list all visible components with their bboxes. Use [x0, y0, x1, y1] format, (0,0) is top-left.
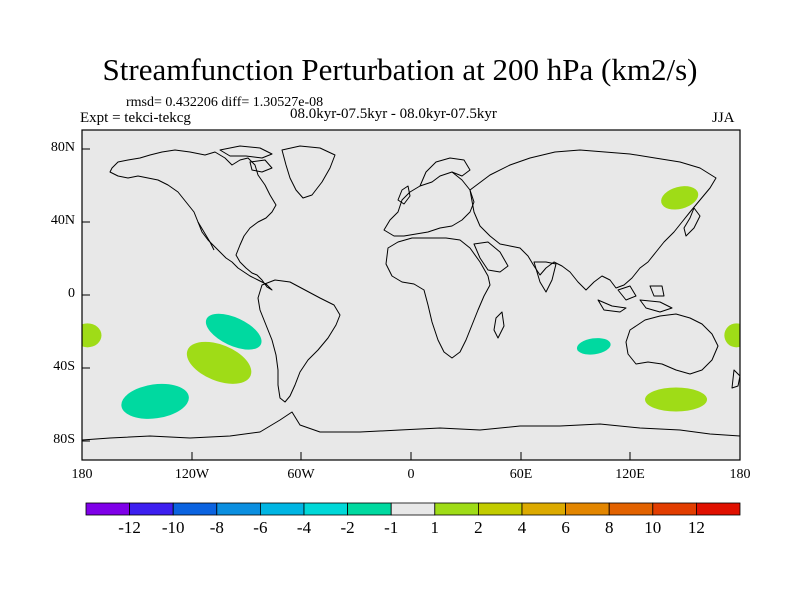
period-label: 08.0kyr-07.5kyr - 08.0kyr-07.5kyr [290, 106, 497, 122]
colorbar-swatch [652, 502, 697, 516]
coast-california-baja [197, 221, 215, 251]
coast-south-america [257, 279, 341, 403]
colorbar-swatch [521, 502, 566, 516]
coast-india [533, 261, 557, 293]
negative-anomaly-patch [121, 383, 189, 419]
coast-greenland [281, 145, 336, 199]
colorbar-swatch [390, 502, 436, 516]
colorbar-label: -2 [340, 518, 355, 537]
coast-indonesia [597, 285, 673, 313]
colorbar-label: 1 [430, 518, 440, 537]
colorbar-swatch [85, 502, 130, 516]
colorbar-swatch [129, 502, 174, 516]
colorbar-label: -10 [161, 518, 185, 537]
lon-tick-180w: 180 [71, 467, 93, 482]
colorbar-label: -8 [209, 518, 224, 537]
colorbar-label: -12 [118, 518, 141, 537]
lat-tick-80n: 80N [50, 140, 75, 155]
lat-tick-40s: 40S [53, 359, 75, 374]
axis-ticks [81, 148, 741, 460]
positive-anomaly-patch [82, 323, 102, 348]
coast-arctic-islands [219, 145, 273, 173]
colorbar-label: 6 [561, 518, 570, 537]
experiment-label: Expt = tekci-tekcg [80, 110, 191, 126]
coast-australia [625, 313, 719, 375]
positive-anomaly-patch [724, 323, 740, 348]
positive-anomaly-patch [661, 186, 699, 210]
lon-tick-0: 0 [407, 467, 415, 482]
lat-tick-40n: 40N [50, 213, 75, 228]
lon-tick-180e: 180 [729, 467, 751, 482]
coast-asia [469, 149, 717, 291]
colorbar-label: 8 [604, 518, 614, 537]
colorbar [85, 502, 741, 516]
map-background [82, 130, 740, 460]
lat-tick-0: 0 [68, 286, 75, 301]
colorbar-label: 12 [687, 518, 705, 537]
colorbar-label: -4 [296, 518, 312, 537]
stats-line: rmsd= 0.432206 diff= 1.30527e-08 [126, 95, 324, 110]
colorbar-label: -1 [384, 518, 399, 537]
colorbar-swatch [434, 502, 479, 516]
coast-antarctica [82, 411, 740, 441]
lon-tick-120e: 120E [615, 467, 645, 482]
coast-new-zealand [731, 369, 740, 389]
colorbar-label: 10 [644, 518, 662, 537]
colorbar-swatch [259, 502, 305, 516]
lat-tick-80s: 80S [53, 432, 75, 447]
coast-british-isles [397, 185, 411, 205]
lon-tick-120w: 120W [174, 467, 210, 482]
colorbar-swatch [172, 502, 218, 516]
colorbar-label: 4 [517, 518, 527, 537]
coast-madagascar [493, 311, 505, 339]
negative-anomaly-patch [576, 338, 611, 355]
colorbar-label: -6 [253, 518, 268, 537]
coast-africa [385, 237, 491, 359]
lon-tick-60e: 60E [509, 467, 533, 482]
positive-anomaly-patch [186, 341, 252, 384]
coast-scandinavia [419, 157, 471, 187]
coast-north-america [109, 149, 277, 291]
chart-title: Streamfunction Perturbation at 200 hPa (… [102, 52, 698, 87]
colorbar-swatch [696, 502, 741, 516]
positive-anomaly-patch [645, 387, 708, 412]
coast-japan [683, 207, 701, 237]
colorbar-swatch [608, 502, 654, 516]
anomaly-layer [82, 186, 740, 419]
colorbar-label: 2 [474, 518, 483, 537]
colorbar-swatch [477, 502, 523, 516]
colorbar-swatch [303, 502, 348, 516]
colorbar-swatch [565, 502, 610, 516]
negative-anomaly-patch [205, 313, 262, 350]
colorbar-swatch [216, 502, 261, 516]
lon-tick-60w: 60W [287, 467, 315, 482]
season-label: JJA [712, 110, 735, 126]
colorbar-swatch [347, 502, 392, 516]
coastlines [82, 145, 740, 441]
coast-arabia [473, 241, 509, 273]
